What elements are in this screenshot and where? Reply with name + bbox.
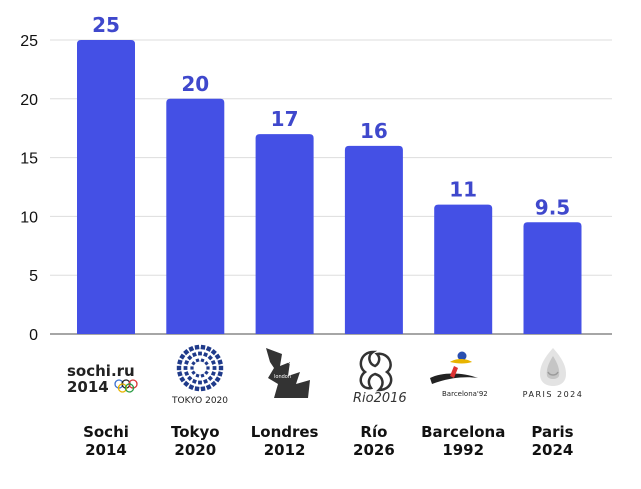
paris-2024-logo: PARIS 2024 — [523, 348, 584, 399]
paris-logo-text: PARIS 2024 — [523, 390, 584, 399]
rio-2016-logo: Rio2016 — [353, 350, 407, 406]
bars — [77, 40, 582, 334]
value-label: 25 — [92, 13, 120, 37]
bar — [255, 134, 314, 334]
value-label: 17 — [271, 107, 299, 131]
gridlines — [50, 39, 612, 335]
tokyo-2020-logo: TOKYO 2020 — [171, 344, 228, 406]
y-tick-label: 20 — [20, 92, 38, 109]
london-2012-logo: london — [266, 348, 310, 398]
value-label: 9.5 — [535, 195, 570, 219]
bar — [166, 98, 225, 334]
category-label-name: Sochi — [83, 423, 129, 441]
bar — [434, 204, 493, 334]
y-tick-label: 15 — [20, 151, 38, 168]
y-tick-label: 25 — [20, 33, 38, 50]
value-label: 16 — [360, 119, 388, 143]
y-tick-label: 0 — [29, 327, 38, 344]
y-axis-ticks: 0 5 10 15 20 25 — [20, 33, 38, 344]
category-label-year: 2020 — [174, 441, 216, 459]
y-tick-label: 10 — [20, 209, 38, 226]
barcelona-1992-logo: Barcelona'92 — [430, 351, 488, 398]
category-label-name: Barcelona — [421, 423, 505, 441]
sochi-2014-logo: sochi.ru 2014 — [67, 362, 138, 396]
category-label-year: 2012 — [264, 441, 306, 459]
category-label-year: 2026 — [353, 441, 395, 459]
y-tick-label: 5 — [29, 268, 38, 285]
sochi-logo-year: 2014 — [67, 378, 109, 396]
sochi-logo-text: sochi.ru — [67, 362, 135, 380]
bar — [77, 40, 135, 334]
category-label-year: 1992 — [442, 441, 484, 459]
bar — [523, 222, 582, 334]
category-label-name: Paris — [531, 423, 573, 441]
value-label: 20 — [181, 72, 209, 96]
value-labels: 25 20 17 16 11 9.5 — [92, 13, 570, 219]
value-label: 11 — [449, 178, 477, 202]
category-label-name: Londres — [251, 423, 319, 441]
category-label-year: 2024 — [532, 441, 574, 459]
category-label-name: Río — [360, 423, 387, 441]
barcelona-logo-text: Barcelona'92 — [442, 390, 488, 398]
category-label-name: Tokyo — [171, 423, 220, 441]
category-label-year: 2014 — [85, 441, 127, 459]
london-logo-text: london — [274, 374, 291, 380]
tokyo-logo-text: TOKYO 2020 — [171, 396, 228, 406]
bar — [344, 145, 403, 334]
rio-logo-text: Rio2016 — [353, 391, 407, 406]
